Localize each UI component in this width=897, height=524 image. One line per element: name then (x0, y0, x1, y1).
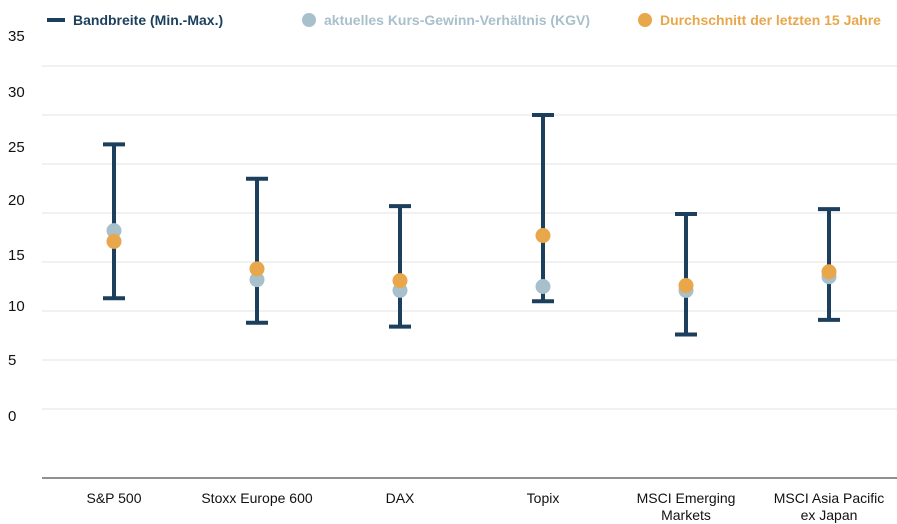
legend-item-range: Bandbreite (Min.-Max.) (47, 12, 223, 28)
legend-current-label: aktuelles Kurs-Gewinn-Verhältnis (KGV) (324, 12, 591, 28)
average-kgv-point (535, 228, 551, 244)
legend-item-average: Durchschnitt der letzten 15 Jahre (638, 12, 881, 28)
average-kgv-point (392, 273, 408, 289)
x-tick-label-line: DAX (385, 490, 415, 506)
current-kgv-point (535, 279, 551, 294)
x-tick-label-line: MSCI Emerging (636, 490, 736, 506)
average-kgv-point (249, 261, 265, 277)
y-tick-label: 20 (8, 192, 25, 209)
average-kgv-point (821, 264, 837, 280)
y-tick-label: 25 (8, 139, 25, 156)
x-tick-label: Topix (468, 490, 618, 507)
average-kgv-point (106, 233, 122, 249)
legend-range-swatch (47, 18, 65, 22)
legend-range-label: Bandbreite (Min.-Max.) (73, 12, 224, 28)
x-tick-label-line: S&P 500 (86, 490, 142, 506)
x-tick-label: MSCI Asia Pacific ex Japan (754, 490, 897, 524)
y-tick-label: 0 (8, 408, 17, 425)
legend-average-label: Durchschnitt der letzten 15 Jahre (660, 12, 881, 28)
x-tick-label-line: Markets (661, 507, 711, 523)
x-tick-label: Stoxx Europe 600 (182, 490, 332, 507)
x-tick-label-line: Topix (526, 490, 560, 506)
legend-item-current: aktuelles Kurs-Gewinn-Verhältnis (KGV) (302, 12, 590, 28)
chart-legend: Bandbreite (Min.-Max.) aktuelles Kurs-Ge… (0, 12, 897, 34)
current-kgv-point (106, 223, 122, 239)
legend-current-swatch (302, 13, 316, 27)
y-tick-label: 15 (8, 247, 25, 264)
y-tick-label: 10 (8, 298, 25, 315)
x-tick-label: MSCI Emerging Markets (611, 490, 761, 524)
average-kgv-point (678, 278, 694, 294)
y-tick-label: 30 (8, 84, 25, 101)
x-tick-label-line: ex Japan (800, 507, 858, 523)
x-tick-label-line: MSCI Asia Pacific (773, 490, 885, 506)
x-tick-label: DAX (325, 490, 475, 507)
x-tick-label-line: Stoxx Europe 600 (201, 490, 313, 506)
y-tick-label: 35 (8, 28, 25, 45)
x-tick-label: S&P 500 (39, 490, 189, 507)
legend-average-swatch (638, 13, 652, 27)
y-tick-label: 5 (8, 352, 17, 369)
current-kgv-point (249, 272, 265, 288)
